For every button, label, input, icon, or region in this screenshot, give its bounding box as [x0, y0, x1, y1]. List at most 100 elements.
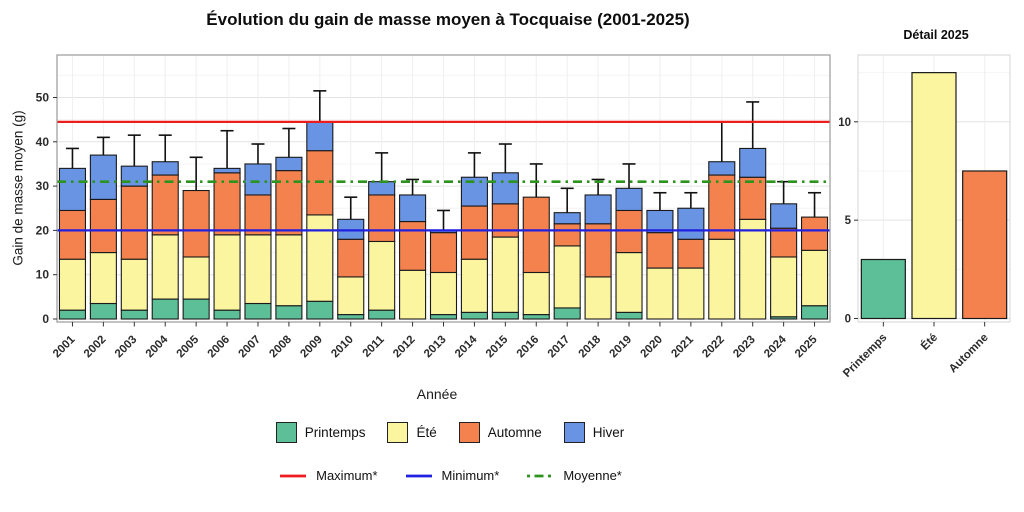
bar-segment-2020: [646, 267, 674, 320]
legend-swatch-automne: [458, 422, 480, 443]
bar-2005: [182, 156, 210, 320]
bar-segment-2015: [491, 311, 519, 320]
bar-segment-2003: [120, 258, 148, 311]
bar-2024: [770, 180, 798, 320]
bar-segment-2004: [151, 298, 179, 320]
bar-2009: [306, 90, 334, 320]
bar-segment-2010: [337, 276, 365, 316]
bar-segment-2016: [522, 196, 550, 274]
bar-segment-2011: [368, 194, 396, 243]
bar-segment-2009: [306, 121, 334, 152]
bar-2022: [708, 121, 736, 320]
bar-segment-2016: [522, 314, 550, 320]
bar-segment-2017: [553, 245, 581, 309]
bar-2017: [553, 187, 581, 320]
x-tick-label: 2023: [731, 334, 758, 361]
bar-2018: [584, 178, 612, 320]
bar-segment-2018: [584, 223, 612, 278]
bar-segment-2005: [182, 256, 210, 300]
legend-label: Hiver: [592, 425, 625, 440]
bar-2015: [491, 143, 519, 320]
bar-2023: [739, 101, 767, 320]
x-tick-label: 2007: [237, 334, 264, 361]
bar-segment-2012: [399, 220, 427, 271]
x-tick-label: 2005: [175, 333, 202, 360]
bar-segment-2012: [399, 194, 427, 223]
bar-segment-2005: [182, 298, 210, 320]
bar-segment-2019: [615, 252, 643, 313]
x-tick-label: 2015: [484, 333, 511, 360]
y-tick-label: 10: [838, 117, 851, 129]
y-tick-label: 0: [42, 312, 49, 326]
bar-segment-2010: [337, 314, 365, 320]
bar-segment-2008: [275, 305, 303, 320]
bar-segment-2024: [770, 203, 798, 229]
bar-segment-2014: [460, 205, 488, 260]
bar-segment-2015: [491, 236, 519, 313]
legend-label: Maximum*: [316, 468, 378, 483]
x-tick-label: 2010: [329, 334, 356, 361]
legend-item-printemps: Printemps: [275, 422, 366, 443]
bar-segment-2005: [182, 189, 210, 258]
bar-segment-2006: [213, 234, 241, 311]
legend-item-moyenne: Moyenne*: [525, 468, 622, 483]
bar-segment-2023: [739, 176, 767, 220]
legend-swatch-hiver: [563, 422, 585, 443]
bar-segment-2010: [337, 238, 365, 278]
bar-segment-2017: [553, 223, 581, 247]
legend-item-hiver: Hiver: [563, 422, 625, 443]
bar-2016: [522, 163, 550, 320]
bar-segment-2001: [58, 309, 87, 320]
bar-segment-2002: [89, 252, 117, 305]
bar-2006: [213, 129, 241, 320]
bar-segment-2025: [800, 305, 829, 320]
detail-bar-Été: [911, 72, 957, 320]
x-tick-label: 2014: [453, 333, 480, 360]
bar-segment-2003: [120, 185, 148, 260]
bar-segment-2009: [306, 214, 334, 302]
bar-segment-2013: [429, 314, 458, 320]
bar-segment-2019: [615, 209, 643, 254]
y-tick-label: 20: [36, 223, 50, 237]
bar-segment-2024: [770, 256, 798, 318]
bar-2021: [677, 191, 705, 320]
legend-label: Automne: [487, 425, 542, 440]
bar-2020: [646, 191, 674, 320]
x-tick-label: 2013: [422, 334, 449, 361]
bar-segment-2013: [429, 271, 458, 316]
bar-segment-2008: [275, 156, 303, 172]
bar-segment-2014: [460, 258, 488, 313]
main-chart-title: Évolution du gain de masse moyen à Tocqu…: [206, 10, 690, 29]
bar-segment-2007: [244, 194, 272, 236]
detail-bar-Printemps: [860, 258, 906, 320]
bar-segment-2024: [770, 227, 798, 258]
x-tick-label: 2020: [638, 334, 665, 361]
bar-segment-2018: [584, 276, 612, 320]
bar-segment-2003: [120, 309, 148, 320]
legend-label: Printemps: [304, 425, 366, 440]
x-tick-label: 2019: [608, 334, 635, 361]
x-tick-label: 2022: [700, 334, 727, 361]
legend-item-minimum: Minimum*: [404, 468, 499, 483]
detail-chart-title: Détail 2025: [903, 28, 969, 42]
y-tick-label: 30: [36, 179, 50, 193]
y-tick-label: 40: [36, 135, 50, 149]
x-tick-label: 2011: [361, 333, 388, 360]
bar-segment-2006: [213, 167, 241, 174]
bar-2001: [58, 147, 87, 320]
legend-item-maximum: Maximum*: [278, 468, 378, 483]
legend-swatch-été: [387, 422, 409, 443]
x-tick-label: Automne: [947, 332, 991, 376]
bar-2008: [275, 127, 303, 320]
bar-2010: [337, 196, 365, 320]
bar-segment-2021: [677, 207, 705, 240]
bar-segment-2019: [615, 187, 643, 212]
bar-2007: [244, 143, 272, 320]
bar-segment-2015: [491, 203, 519, 238]
x-tick-label: 2002: [82, 334, 109, 361]
bar-segment-2007: [244, 234, 272, 305]
bar-segment-2021: [677, 238, 705, 269]
x-tick-label: 2012: [391, 334, 418, 361]
